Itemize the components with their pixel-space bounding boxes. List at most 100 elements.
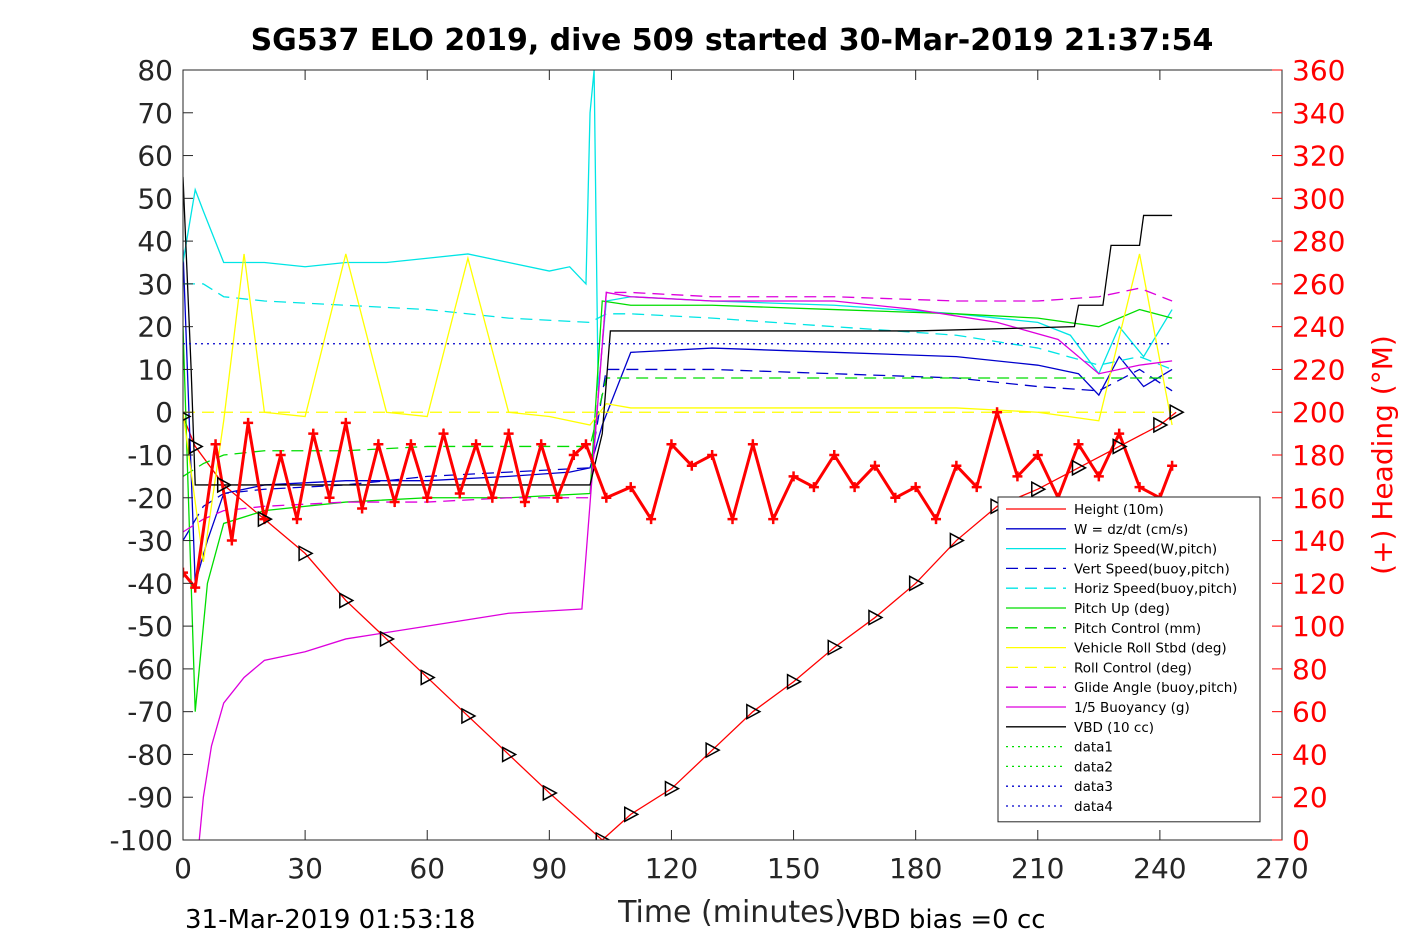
heading-point xyxy=(275,450,286,460)
heading-point xyxy=(1134,482,1145,493)
right-y-tick-label: 360 xyxy=(1292,54,1345,87)
chart-title: SG537 ELO 2019, dive 509 started 30-Mar-… xyxy=(251,23,1214,58)
y-tick-label: -100 xyxy=(109,824,173,857)
heading-point xyxy=(580,439,591,450)
height-marker xyxy=(257,510,273,528)
heading-point xyxy=(601,492,612,503)
heading-point xyxy=(707,450,718,460)
right-y-tick-label: 40 xyxy=(1292,738,1328,771)
heading-point xyxy=(1093,471,1104,482)
heading-point xyxy=(405,439,416,450)
heading-point xyxy=(788,471,799,482)
legend-label: Roll Control (deg) xyxy=(1074,660,1192,676)
legend-label: Pitch Control (mm) xyxy=(1074,621,1201,637)
series-line-0 xyxy=(183,411,1177,840)
height-marker xyxy=(949,532,965,549)
height-marker xyxy=(868,609,884,626)
height-marker xyxy=(298,545,314,562)
right-y-tick-label: 340 xyxy=(1292,97,1345,130)
timestamp-footer: 31-Mar-2019 01:53:18 xyxy=(185,905,475,935)
legend: Height (10m) W = dz/dt (cm/s) Horiz Speed(… xyxy=(997,496,1261,823)
y-tick-label: 20 xyxy=(137,311,173,344)
legend-label: W = dz/dt (cm/s) xyxy=(1074,522,1188,538)
heading-point xyxy=(389,497,400,508)
heading-point xyxy=(910,482,921,493)
right-y-tick-label: 300 xyxy=(1292,182,1345,215)
y-tick-label: 10 xyxy=(137,353,173,386)
y-tick-label: 0 xyxy=(155,396,173,429)
heading-point xyxy=(183,567,188,578)
heading-point xyxy=(519,497,530,508)
x-tick-label: 30 xyxy=(287,852,323,885)
y-tick-label: -10 xyxy=(127,439,173,472)
legend-label: Horiz Speed(W,pitch) xyxy=(1074,542,1217,558)
x-tick-label: 270 xyxy=(1255,852,1308,885)
x-tick-label: 60 xyxy=(409,852,445,885)
legend-label: Pitch Up (deg) xyxy=(1074,601,1170,617)
y-tick-label: 60 xyxy=(137,140,173,173)
height-marker xyxy=(746,703,762,720)
heading-point xyxy=(625,482,636,493)
legend-label: data1 xyxy=(1074,740,1113,756)
heading-point xyxy=(487,492,498,503)
heading-point xyxy=(829,450,840,460)
x-tick-label: 0 xyxy=(174,852,192,885)
height-marker xyxy=(542,784,558,802)
legend-label: VBD (10 cc) xyxy=(1074,720,1154,736)
heading-point xyxy=(747,439,758,450)
x-tick-label: 150 xyxy=(767,852,820,885)
right-y-tick-label: 160 xyxy=(1292,482,1345,515)
y-tick-label: 50 xyxy=(137,182,173,215)
legend-label: data4 xyxy=(1074,799,1113,815)
y-tick-label: 70 xyxy=(137,97,173,130)
series-line-6 xyxy=(183,377,1173,477)
y-tick-label: -50 xyxy=(127,610,173,643)
height-marker xyxy=(379,630,396,648)
height-marker xyxy=(664,780,681,797)
height-marker xyxy=(420,669,436,686)
height-marker xyxy=(595,831,611,840)
y-tick-label: -70 xyxy=(127,696,173,729)
legend-box xyxy=(997,496,1261,823)
y-tick-label: -80 xyxy=(127,738,173,771)
height-marker xyxy=(216,476,233,494)
height-marker xyxy=(1031,480,1047,498)
heading-point xyxy=(503,428,514,439)
legend-label: 1/5 Buoyancy (g) xyxy=(1074,700,1190,716)
legend-label: Glide Angle (buoy,pitch) xyxy=(1074,680,1238,696)
heading-point xyxy=(1073,439,1084,450)
height-marker xyxy=(705,741,721,759)
right-y-tick-label: 200 xyxy=(1292,396,1345,429)
height-marker xyxy=(188,438,204,455)
heading-point xyxy=(808,482,819,493)
vbd-bias-footer: VBD bias =0 cc xyxy=(845,905,1046,935)
y-tick-label: -60 xyxy=(127,653,173,686)
heading-point xyxy=(210,439,221,450)
heading-point xyxy=(869,460,880,471)
legend-label: data3 xyxy=(1074,779,1113,795)
heading-point xyxy=(454,488,465,499)
heading-point xyxy=(666,439,677,450)
y-tick-label: -90 xyxy=(127,781,173,814)
right-y-tick-label: 240 xyxy=(1292,311,1345,344)
y-tick-label: 40 xyxy=(137,225,173,258)
heading-point xyxy=(552,492,563,503)
height-marker xyxy=(501,746,518,763)
heading-point xyxy=(308,428,319,439)
heading-point xyxy=(727,514,738,525)
heading-point xyxy=(536,439,547,450)
right-axis-label: (+) Heading (°M) xyxy=(1366,335,1399,575)
y-tick-label: -30 xyxy=(127,525,173,558)
legend-label: Vert Speed(buoy,pitch) xyxy=(1074,561,1230,577)
heading-point xyxy=(768,514,779,525)
right-y-tick-label: 0 xyxy=(1292,824,1310,857)
right-y-tick-label: 80 xyxy=(1292,653,1328,686)
height-marker xyxy=(827,639,843,656)
height-marker xyxy=(786,673,803,690)
height-marker xyxy=(339,592,355,609)
height-marker xyxy=(908,575,925,592)
legend-label: data2 xyxy=(1074,759,1113,775)
right-y-tick-label: 320 xyxy=(1292,140,1345,173)
series-line-10 xyxy=(198,291,1173,840)
